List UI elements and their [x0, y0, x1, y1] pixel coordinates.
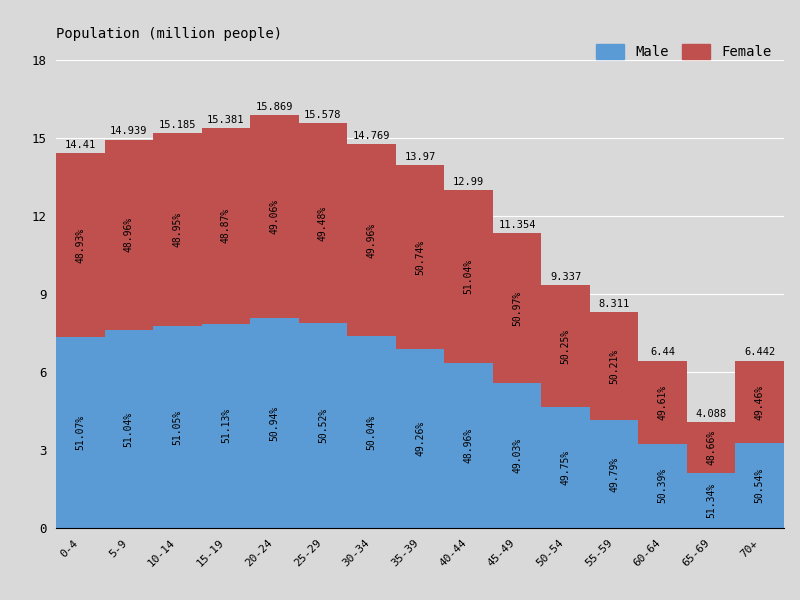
Text: 51.34%: 51.34%	[706, 483, 716, 518]
Text: 48.96%: 48.96%	[463, 428, 474, 463]
Bar	[298, 323, 347, 528]
Text: 51.07%: 51.07%	[75, 415, 86, 450]
Text: 4.088: 4.088	[695, 409, 727, 419]
Bar	[56, 337, 105, 528]
Bar	[298, 123, 347, 323]
Text: 13.97: 13.97	[404, 152, 436, 161]
Text: 50.97%: 50.97%	[512, 290, 522, 326]
Text: 49.46%: 49.46%	[754, 385, 765, 419]
Text: 49.79%: 49.79%	[609, 457, 619, 492]
Bar	[638, 361, 687, 443]
Bar	[735, 443, 784, 528]
Bar	[735, 361, 784, 443]
Bar	[250, 318, 298, 528]
Text: 49.75%: 49.75%	[561, 450, 570, 485]
Bar	[687, 473, 735, 528]
Text: 15.185: 15.185	[158, 120, 196, 130]
Bar	[153, 133, 202, 326]
Text: 50.21%: 50.21%	[609, 349, 619, 384]
Text: 51.13%: 51.13%	[221, 408, 231, 443]
Bar	[396, 165, 444, 349]
Bar	[347, 336, 396, 528]
Text: 15.869: 15.869	[256, 102, 293, 112]
Text: 50.54%: 50.54%	[754, 468, 765, 503]
Text: 51.04%: 51.04%	[463, 259, 474, 294]
Text: 49.06%: 49.06%	[270, 199, 279, 234]
Bar	[250, 115, 298, 318]
Text: 14.939: 14.939	[110, 127, 147, 136]
Text: 15.578: 15.578	[304, 110, 342, 120]
Bar	[444, 190, 493, 362]
Text: 48.95%: 48.95%	[172, 212, 182, 247]
Bar	[590, 421, 638, 528]
Text: 49.61%: 49.61%	[658, 385, 668, 420]
Text: 49.03%: 49.03%	[512, 438, 522, 473]
Text: 48.66%: 48.66%	[706, 430, 716, 465]
Text: 14.41: 14.41	[65, 140, 96, 150]
Bar	[542, 285, 590, 407]
Text: 6.442: 6.442	[744, 347, 775, 358]
Text: 50.25%: 50.25%	[561, 329, 570, 364]
Bar	[493, 233, 542, 383]
Text: 14.769: 14.769	[353, 131, 390, 141]
Bar	[105, 330, 153, 528]
Text: 15.381: 15.381	[207, 115, 245, 125]
Text: 51.05%: 51.05%	[172, 410, 182, 445]
Bar	[202, 323, 250, 528]
Text: 49.48%: 49.48%	[318, 206, 328, 241]
Text: 8.311: 8.311	[598, 299, 630, 309]
Text: 50.04%: 50.04%	[366, 414, 377, 449]
Text: 49.96%: 49.96%	[366, 223, 377, 257]
Text: 48.93%: 48.93%	[75, 227, 86, 263]
Text: 50.74%: 50.74%	[415, 239, 425, 275]
Text: 49.26%: 49.26%	[415, 421, 425, 456]
Bar	[542, 407, 590, 528]
Text: Population (million people): Population (million people)	[56, 27, 282, 41]
Bar	[153, 326, 202, 528]
Text: 6.44: 6.44	[650, 347, 675, 358]
Text: 50.39%: 50.39%	[658, 468, 668, 503]
Text: 50.52%: 50.52%	[318, 408, 328, 443]
Text: 51.04%: 51.04%	[124, 411, 134, 446]
Bar	[638, 443, 687, 528]
Bar	[590, 312, 638, 421]
Text: 48.87%: 48.87%	[221, 208, 231, 244]
Legend: Male, Female: Male, Female	[590, 39, 777, 65]
Bar	[493, 383, 542, 528]
Bar	[202, 128, 250, 323]
Bar	[56, 154, 105, 337]
Text: 50.94%: 50.94%	[270, 405, 279, 440]
Text: 12.99: 12.99	[453, 177, 484, 187]
Bar	[687, 422, 735, 473]
Bar	[347, 144, 396, 336]
Bar	[396, 349, 444, 528]
Text: 11.354: 11.354	[498, 220, 536, 230]
Text: 9.337: 9.337	[550, 272, 582, 282]
Text: 48.96%: 48.96%	[124, 217, 134, 252]
Bar	[105, 140, 153, 330]
Bar	[444, 362, 493, 528]
